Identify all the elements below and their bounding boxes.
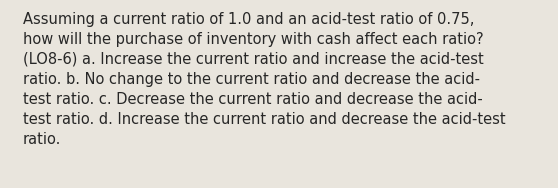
Text: Assuming a current ratio of 1.0 and an acid-test ratio of 0.75,
how will the pur: Assuming a current ratio of 1.0 and an a…	[23, 12, 506, 147]
